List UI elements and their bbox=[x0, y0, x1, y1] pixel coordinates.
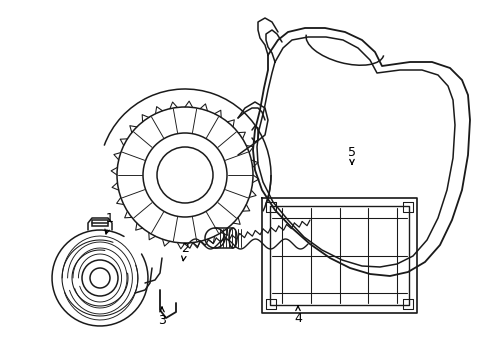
Text: 4: 4 bbox=[293, 306, 301, 324]
Text: 1: 1 bbox=[105, 211, 114, 234]
Bar bbox=[92, 220, 108, 226]
Text: 5: 5 bbox=[347, 145, 355, 164]
Text: 3: 3 bbox=[158, 307, 165, 327]
Text: 2: 2 bbox=[181, 242, 188, 261]
